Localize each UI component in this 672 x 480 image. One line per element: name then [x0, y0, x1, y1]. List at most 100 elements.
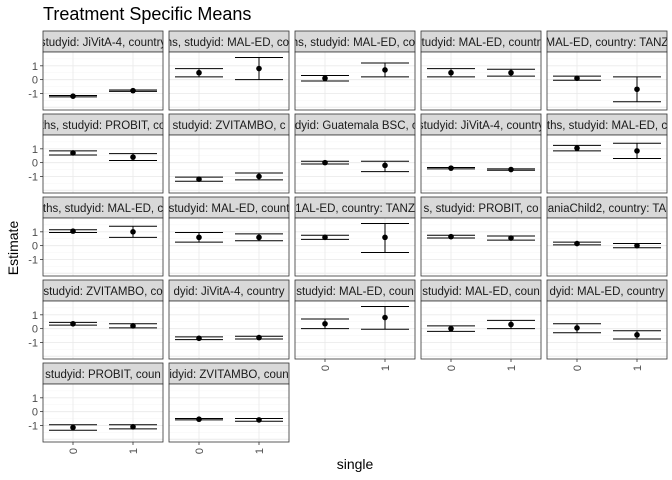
data-point: [574, 240, 580, 247]
data-point: [196, 176, 202, 182]
y-tick-label: 0: [32, 407, 38, 419]
panel-border: [546, 300, 668, 360]
facet-panel: ths, studyid: PROBIT, co1 0-1: [28, 113, 166, 194]
data-point: [70, 150, 76, 156]
panel-border: [294, 134, 416, 194]
facet-strip-label: studyid: ZVITAMBO, c: [173, 120, 286, 132]
data-point: [256, 65, 262, 72]
data-point: [256, 334, 262, 341]
facet-panel: dyid: JiVitA-4, country: [168, 279, 290, 360]
data-point: [574, 325, 580, 331]
data-point: [508, 235, 514, 241]
panel-background: [43, 384, 163, 442]
panel-border: [420, 300, 542, 360]
panel-border: [546, 134, 668, 194]
panel-border: [420, 217, 542, 277]
data-point: [448, 69, 454, 76]
facet-strip-label: ths, studyid: MAL-ED, cou: [289, 37, 422, 49]
facet-strip-label: MAL-ED, country: TANZ: [546, 37, 669, 49]
y-tick-label: 1: [32, 144, 38, 156]
data-point: [382, 234, 388, 241]
panel-background: [169, 52, 289, 110]
facet-panel: studyid: ZVITAMBO, c: [168, 113, 290, 194]
data-point: [322, 75, 328, 82]
data-point: [382, 314, 388, 321]
panel-border: [168, 217, 290, 277]
panel-background: [421, 218, 541, 276]
y-tick-label: 1: [32, 61, 38, 73]
data-point: [382, 67, 388, 73]
data-point: [322, 159, 328, 166]
facet-strip-label: studyid: MAL-ED, coun: [296, 286, 414, 298]
facet-panel: studyid: MAL-ED, country: [420, 30, 542, 111]
y-tick-label: -1: [28, 420, 38, 432]
facet-panel: aniaChild2, country: TA: [546, 196, 668, 277]
panel-border: [420, 51, 542, 111]
y-tick-label: -1: [28, 254, 38, 266]
facet-panel: studyid: MAL-ED, count: [168, 196, 291, 277]
data-point: [574, 75, 580, 82]
data-point: [70, 228, 76, 234]
facet-strip-label: aniaChild2, country: TA: [548, 203, 667, 215]
x-tick-label: 0: [194, 448, 206, 454]
data-point: [196, 69, 202, 76]
x-axis-title: single: [337, 456, 374, 472]
facet-strip-label: studyid: JiVitA-4, country: [418, 120, 545, 132]
panel-background: [421, 301, 541, 359]
data-point: [130, 424, 136, 430]
data-point: [196, 416, 202, 423]
panel-background: [43, 135, 163, 193]
data-point: [634, 332, 640, 338]
facet-panel: MAL-ED, country: TANZ: [546, 30, 669, 111]
data-point: [322, 234, 328, 241]
x-tick-label: 0: [320, 365, 332, 371]
facet-strip-label: 1AL-ED, country: TANZ: [295, 203, 415, 215]
facet-strip-label: studyid: JiVitA-4, country: [40, 37, 167, 49]
chart-title: Treatment Specific Means: [43, 4, 251, 24]
facet-strip-label: studyid: ZVITAMBO, co: [43, 286, 162, 298]
panel-background: [169, 135, 289, 193]
facet-panel: dyid: MAL-ED, country 0 1: [546, 279, 668, 371]
facet-strip-label: studyid: MAL-ED, coun: [422, 286, 540, 298]
facet-panel: studyid: JiVitA-4, country: [418, 113, 545, 194]
panel-background: [43, 301, 163, 359]
y-tick-label: 1: [32, 227, 38, 239]
y-tick-label: 0: [32, 241, 38, 253]
facet-strip-label: ths, studyid: PROBIT, co: [41, 120, 166, 132]
panel-border: [42, 134, 164, 194]
data-point: [574, 145, 580, 151]
data-point: [70, 424, 76, 431]
y-tick-label: 1: [32, 310, 38, 322]
facet-strip-label: ths, studyid: MAL-ED, cou: [163, 37, 296, 49]
panel-border: [42, 51, 164, 111]
data-point: [508, 321, 514, 328]
facet-panel: studyid: MAL-ED, coun 0 1: [420, 279, 542, 371]
panel-background: [169, 218, 289, 276]
y-tick-label: 1: [32, 393, 38, 405]
facet-panel: 1AL-ED, country: TANZ: [294, 196, 416, 277]
panel-border: [294, 51, 416, 111]
data-point: [130, 229, 136, 235]
panel-background: [169, 384, 289, 442]
data-point: [256, 173, 262, 180]
y-tick-label: -1: [28, 88, 38, 100]
data-point: [382, 162, 388, 169]
facet-strip-label: s, studyid: PROBIT, co: [423, 203, 538, 215]
panel-border: [168, 300, 290, 360]
panel-border: [168, 383, 290, 443]
facet-strip-label: ths, studyid: MAL-ED, c: [43, 203, 163, 215]
facet-strip-label: studyid: MAL-ED, count: [169, 203, 291, 215]
panel-background: [547, 218, 667, 276]
panel-border: [546, 51, 668, 111]
panel-border: [546, 217, 668, 277]
facet-strip-label: dyid: JiVitA-4, country: [173, 286, 284, 298]
data-point: [508, 69, 514, 76]
data-point: [448, 165, 454, 171]
data-point: [322, 320, 328, 327]
y-tick-label: 0: [32, 158, 38, 170]
panel-border: [168, 51, 290, 111]
panel-border: [42, 217, 164, 277]
data-point: [448, 325, 454, 332]
panel-border: [168, 134, 290, 194]
